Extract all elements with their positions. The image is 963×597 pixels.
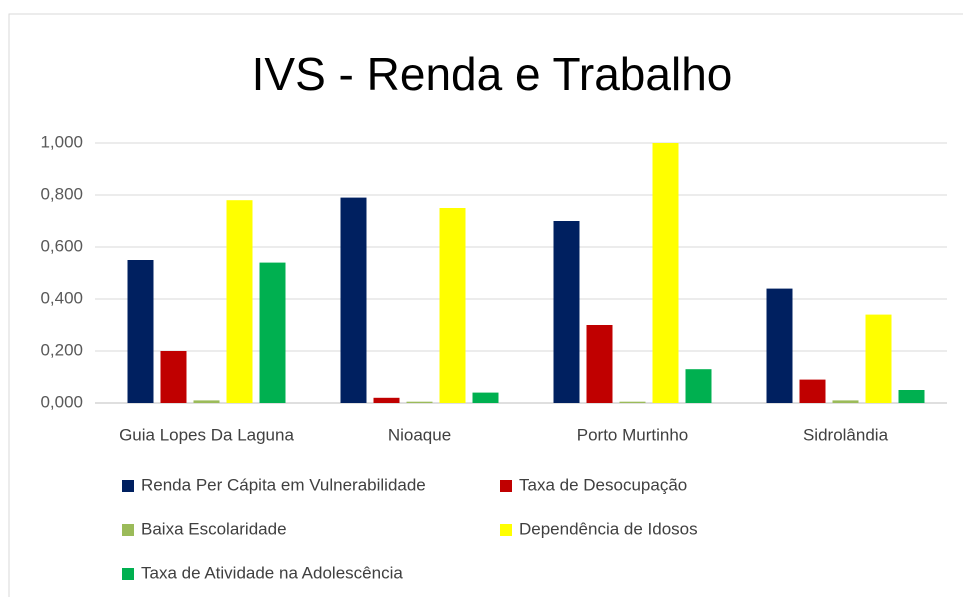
bar bbox=[127, 260, 154, 403]
bar bbox=[439, 208, 466, 403]
legend-label: Baixa Escolaridade bbox=[141, 519, 287, 538]
bar bbox=[373, 397, 400, 403]
x-tick-label: Guia Lopes Da Laguna bbox=[119, 425, 294, 444]
chart-frame bbox=[8, 13, 963, 597]
x-tick-label: Nioaque bbox=[388, 425, 451, 444]
bar bbox=[652, 143, 679, 403]
y-tick-label: 0,800 bbox=[40, 184, 83, 203]
bar bbox=[226, 200, 253, 403]
y-tick-label: 0,600 bbox=[40, 236, 83, 255]
bar bbox=[193, 400, 220, 403]
legend-swatch bbox=[122, 480, 134, 492]
legend-label: Dependência de Idosos bbox=[519, 519, 698, 538]
bar bbox=[340, 197, 367, 403]
x-tick-label: Sidrolândia bbox=[803, 425, 889, 444]
legend-swatch bbox=[500, 524, 512, 536]
bar bbox=[898, 390, 925, 403]
bar bbox=[865, 314, 892, 403]
bar bbox=[406, 401, 433, 403]
y-tick-label: 0,200 bbox=[40, 340, 83, 359]
chart-title: IVS - Renda e Trabalho bbox=[252, 48, 733, 100]
legend-swatch bbox=[122, 568, 134, 580]
bar bbox=[259, 262, 286, 403]
legend-swatch bbox=[500, 480, 512, 492]
bar bbox=[799, 379, 826, 403]
legend-label: Taxa de Desocupação bbox=[519, 475, 687, 494]
bar bbox=[472, 392, 499, 403]
x-tick-label: Porto Murtinho bbox=[577, 425, 689, 444]
bar bbox=[619, 401, 646, 403]
y-tick-label: 0,400 bbox=[40, 288, 83, 307]
bar bbox=[832, 400, 859, 403]
bar bbox=[586, 325, 613, 403]
legend-label: Renda Per Cápita em Vulnerabilidade bbox=[141, 475, 426, 494]
bar bbox=[685, 369, 712, 403]
legend-label: Taxa de Atividade na Adolescência bbox=[141, 563, 403, 582]
bar bbox=[160, 351, 187, 403]
legend-swatch bbox=[122, 524, 134, 536]
y-tick-label: 0,000 bbox=[40, 392, 83, 411]
bar bbox=[553, 221, 580, 403]
bar bbox=[766, 288, 793, 403]
y-tick-label: 1,000 bbox=[40, 132, 83, 151]
